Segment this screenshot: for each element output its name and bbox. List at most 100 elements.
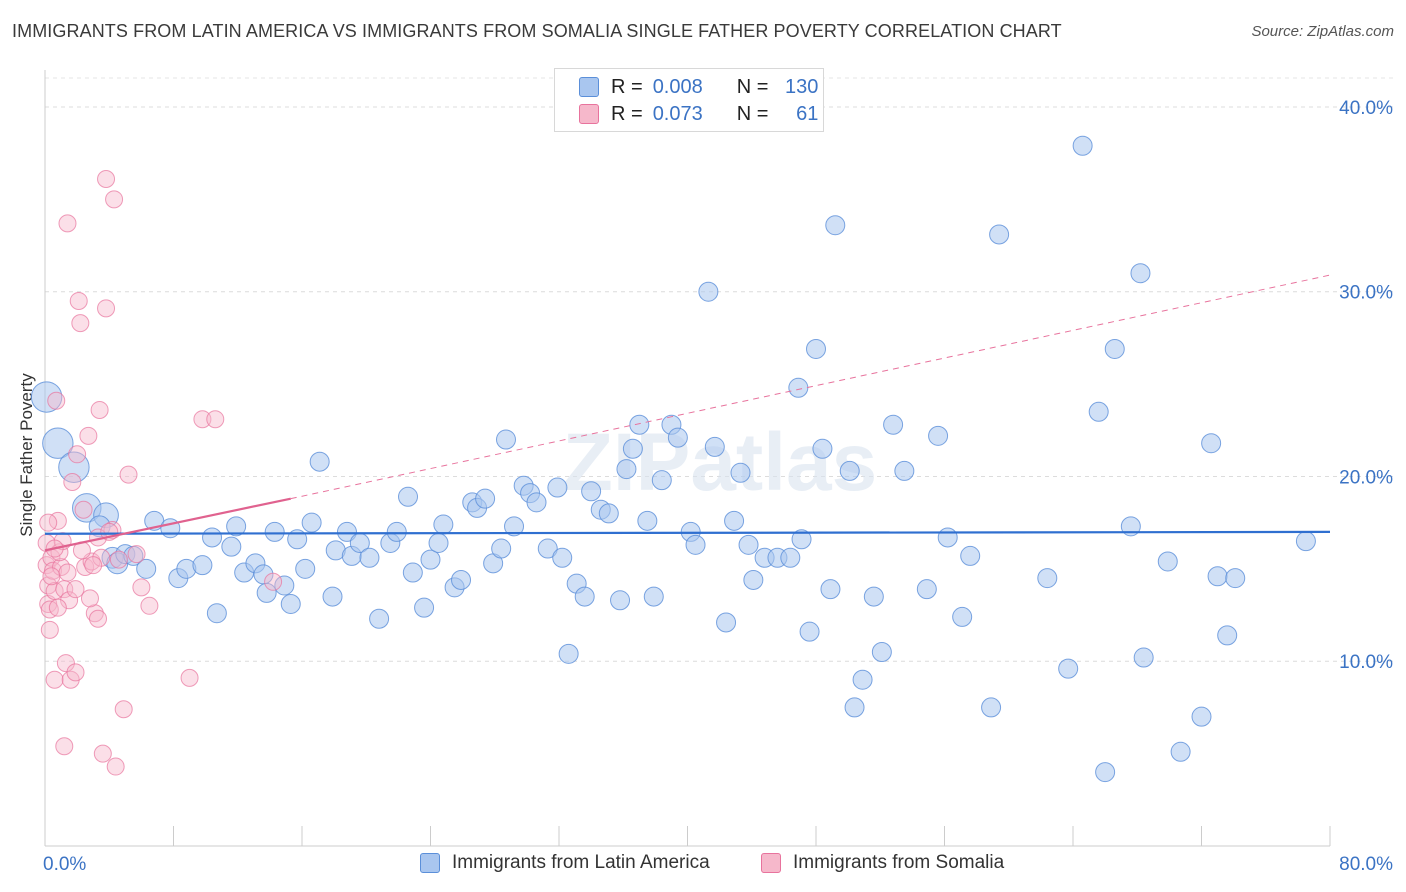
data-point-latin-america — [552, 547, 573, 568]
data-point-latin-america — [386, 521, 407, 542]
data-point-latin-america — [622, 438, 643, 459]
data-point-latin-america — [981, 697, 1002, 718]
data-point-somalia — [127, 545, 146, 564]
watermark: ZIPatlas — [563, 417, 877, 508]
data-point-latin-america — [844, 697, 865, 718]
data-point-latin-america — [1072, 135, 1093, 156]
data-point-latin-america — [598, 503, 619, 524]
data-point-somalia — [106, 757, 125, 776]
data-point-latin-america — [226, 516, 247, 537]
data-point-latin-america — [1157, 551, 1178, 572]
data-point-somalia — [79, 426, 98, 445]
data-point-latin-america — [616, 459, 637, 480]
data-point-somalia — [132, 578, 151, 597]
data-point-latin-america — [475, 488, 496, 509]
data-point-latin-america — [780, 547, 801, 568]
data-point-latin-america — [495, 429, 516, 450]
data-point-latin-america — [1088, 401, 1109, 422]
y-tick-label: 40.0% — [1339, 98, 1393, 119]
data-point-latin-america — [1037, 568, 1058, 589]
data-point-latin-america — [322, 586, 343, 607]
data-point-latin-america — [1095, 762, 1116, 783]
data-point-latin-america — [558, 643, 579, 664]
data-point-latin-america — [420, 549, 441, 570]
legend-n-value: 61 — [796, 102, 819, 125]
data-point-latin-america — [685, 534, 706, 555]
data-point-latin-america — [1170, 741, 1191, 762]
data-point-latin-america — [88, 515, 111, 538]
data-point-latin-america — [1130, 263, 1151, 284]
y-tick-label: 20.0% — [1339, 467, 1393, 488]
data-point-somalia — [180, 668, 199, 687]
data-point-latin-america — [1191, 706, 1212, 727]
data-point-somalia — [97, 299, 116, 318]
data-point-latin-america — [788, 377, 809, 398]
data-point-latin-america — [928, 425, 949, 446]
data-point-latin-america — [825, 215, 846, 236]
trendline-somalia-extension — [290, 274, 1331, 500]
data-point-somalia — [66, 580, 85, 599]
data-point-somalia — [58, 563, 77, 582]
data-point-latin-america — [637, 510, 658, 531]
data-point-latin-america — [256, 582, 277, 603]
data-point-latin-america — [651, 470, 672, 491]
data-point-somalia — [68, 445, 87, 464]
source-label: Source: ZipAtlas.com — [1251, 23, 1394, 40]
data-point-latin-america — [504, 516, 525, 537]
data-point-somalia — [89, 609, 108, 628]
chart-title: IMMIGRANTS FROM LATIN AMERICA VS IMMIGRA… — [12, 21, 1062, 41]
legend-r-label: R = — [611, 75, 643, 98]
data-point-latin-america — [1295, 531, 1316, 552]
data-point-latin-america — [136, 558, 157, 579]
data-point-somalia — [71, 314, 90, 333]
data-point-latin-america — [336, 521, 357, 542]
data-point-latin-america — [667, 427, 688, 448]
data-point-latin-america — [806, 338, 826, 359]
data-point-latin-america — [839, 460, 860, 481]
series-legend: Immigrants from Latin America Immigrants… — [0, 852, 1406, 878]
data-point-somalia — [84, 556, 103, 575]
data-point-latin-america — [491, 538, 512, 559]
data-point-latin-america — [280, 593, 301, 614]
data-point-latin-america — [937, 527, 958, 548]
legend-item-somalia[interactable]: Immigrants from Somalia — [761, 852, 1004, 874]
legend-item-latin-america[interactable]: Immigrants from Latin America — [420, 852, 710, 874]
data-point-somalia — [140, 596, 159, 615]
data-point-latin-america — [1201, 433, 1222, 454]
data-point-latin-america — [799, 621, 820, 642]
data-point-somalia — [206, 410, 225, 429]
data-point-latin-america — [369, 608, 390, 629]
data-point-somalia — [56, 654, 75, 673]
data-point-latin-america — [547, 477, 568, 498]
x-tick-label: 0.0% — [43, 854, 86, 875]
data-point-latin-america — [852, 669, 873, 690]
data-point-latin-america — [1058, 658, 1079, 679]
data-point-latin-america — [402, 562, 423, 583]
data-point-latin-america — [791, 529, 812, 550]
data-point-somalia — [97, 170, 116, 189]
data-point-somalia — [39, 513, 58, 532]
data-point-somalia — [264, 572, 283, 591]
data-point-latin-america — [820, 579, 841, 600]
legend-swatch-somalia — [761, 853, 781, 873]
data-point-latin-america — [730, 462, 751, 483]
data-point-latin-america — [743, 569, 764, 590]
data-point-latin-america — [221, 536, 242, 557]
data-point-latin-america — [916, 579, 937, 600]
data-point-somalia — [42, 567, 61, 586]
data-point-latin-america — [264, 521, 285, 542]
legend-swatch-somalia — [579, 104, 599, 124]
data-point-latin-america — [42, 427, 74, 459]
data-point-latin-america — [274, 575, 295, 596]
data-point-latin-america — [192, 555, 213, 576]
y-tick-label: 30.0% — [1339, 283, 1393, 304]
data-point-latin-america — [537, 538, 558, 559]
data-point-somalia — [55, 737, 74, 756]
data-point-somalia — [47, 391, 66, 410]
data-point-latin-america — [295, 558, 316, 579]
data-point-latin-america — [202, 527, 223, 548]
data-point-latin-america — [610, 590, 631, 611]
legend-label-somalia: Immigrants from Somalia — [793, 852, 1005, 873]
data-point-latin-america — [359, 547, 380, 568]
